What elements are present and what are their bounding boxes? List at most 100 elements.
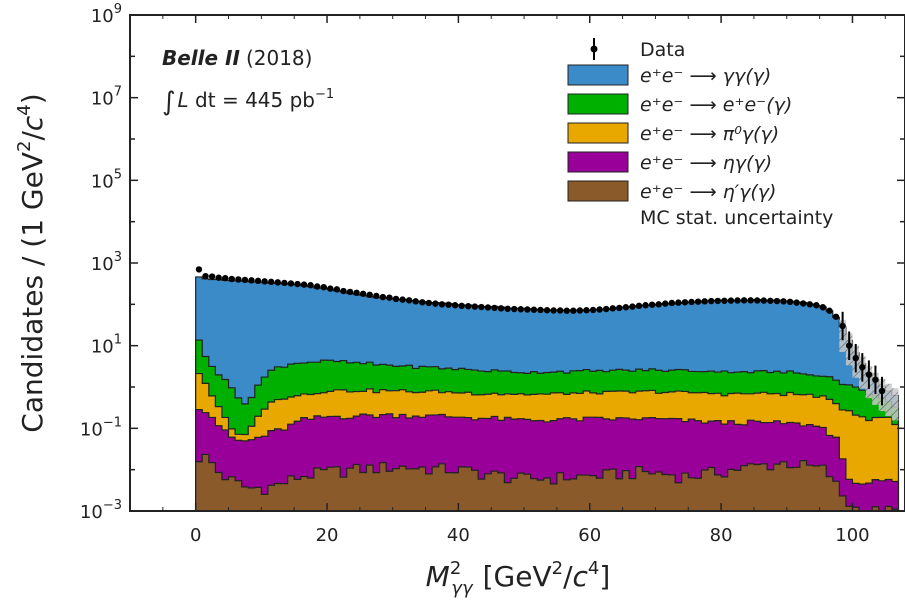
y-tick-label-1: 101 bbox=[91, 333, 122, 358]
data-point-19 bbox=[320, 283, 327, 291]
data-point-54 bbox=[550, 307, 557, 314]
histogram-area-0 bbox=[195, 453, 900, 511]
data-point-93 bbox=[806, 301, 813, 308]
data-point-95 bbox=[819, 304, 827, 311]
lumi-L: L bbox=[178, 88, 189, 112]
data-point-92 bbox=[799, 300, 807, 307]
data-point-97 bbox=[832, 313, 840, 320]
data-point-0 bbox=[195, 266, 203, 273]
data-point-60 bbox=[589, 306, 597, 314]
svg-text:∫L dt = 445 pb−1: ∫ L dt = 445 pb−1 bbox=[162, 87, 334, 117]
data-point-14 bbox=[287, 280, 295, 287]
data-point-85 bbox=[754, 297, 761, 304]
x-tick-label-20: 20 bbox=[316, 525, 339, 546]
legend-label-4: e⁺e⁻ ⟶ η′γ(γ) bbox=[640, 181, 776, 203]
data-point-37 bbox=[438, 301, 446, 308]
data-point-7 bbox=[241, 276, 249, 284]
data-point-31 bbox=[399, 296, 406, 303]
data-point-64 bbox=[616, 304, 623, 312]
data-point-6 bbox=[235, 276, 242, 283]
legend-label-1: e⁺e⁻ ⟶ e⁺e⁻(γ) bbox=[640, 94, 792, 116]
data-point-83 bbox=[740, 297, 748, 304]
legend-label-3: e⁺e⁻ ⟶ ηγ(γ) bbox=[640, 152, 772, 174]
data-point-59 bbox=[583, 307, 590, 314]
data-point-66 bbox=[629, 303, 636, 310]
data-point-9 bbox=[254, 277, 262, 285]
data-point-22 bbox=[340, 287, 347, 295]
data-point-55 bbox=[556, 307, 564, 314]
lumi-integral: ∫ bbox=[162, 87, 176, 117]
data-point-12 bbox=[274, 279, 281, 286]
data-point-27 bbox=[373, 292, 380, 300]
data-point-70 bbox=[655, 301, 662, 308]
legend-entry-2: e⁺e⁻ ⟶ π⁰γ(γ) bbox=[567, 122, 779, 145]
data-point-63 bbox=[609, 305, 616, 312]
data-point-30 bbox=[392, 295, 400, 303]
data-point-41 bbox=[465, 303, 472, 310]
x-axis-title: M2 γγ [GeV2/c4] bbox=[426, 558, 611, 599]
legend-entry-0: e⁺e⁻ ⟶ γγ(γ) bbox=[567, 64, 771, 87]
data-point-73 bbox=[675, 299, 682, 306]
data-point-36 bbox=[432, 300, 439, 307]
legend-entry-1: e⁺e⁻ ⟶ e⁺e⁻(γ) bbox=[567, 93, 792, 116]
legend-label-0: e⁺e⁻ ⟶ γγ(γ) bbox=[640, 65, 771, 87]
y-tick-label-3: 103 bbox=[91, 250, 122, 275]
y-tick-label-−1: 10−1 bbox=[80, 415, 122, 440]
data-points bbox=[195, 266, 886, 406]
data-point-35 bbox=[425, 299, 433, 307]
data-point-86 bbox=[760, 297, 767, 304]
data-point-3 bbox=[215, 274, 222, 281]
data-point-21 bbox=[333, 286, 341, 293]
x-tick-label-0: 0 bbox=[190, 525, 201, 546]
data-point-10 bbox=[261, 278, 268, 285]
svg-text:Belle II(2018): Belle II (2018) bbox=[162, 46, 312, 70]
data-point-90 bbox=[786, 298, 794, 306]
data-point-2 bbox=[208, 273, 216, 280]
data-point-81 bbox=[727, 297, 735, 304]
experiment-name: Belle II bbox=[162, 46, 240, 70]
legend: Data e⁺e⁻ ⟶ γγ(γ) e⁺e⁻ ⟶ e⁺e⁻(γ) e⁺e⁻ ⟶ π⁰… bbox=[567, 38, 833, 229]
data-point-49 bbox=[517, 306, 524, 313]
data-point-50 bbox=[524, 306, 531, 313]
data-point-40 bbox=[458, 302, 465, 310]
data-point-88 bbox=[773, 297, 781, 305]
data-point-67 bbox=[635, 302, 643, 310]
data-point-47 bbox=[504, 305, 511, 312]
data-point-24 bbox=[353, 289, 360, 297]
data-point-57 bbox=[570, 307, 577, 314]
data-point-69 bbox=[648, 301, 656, 308]
data-point-91 bbox=[793, 299, 800, 306]
legend-entry-3: e⁺e⁻ ⟶ ηγ(γ) bbox=[567, 151, 772, 174]
data-point-101 bbox=[859, 353, 866, 382]
x-tick-label-40: 40 bbox=[447, 525, 470, 546]
data-point-84 bbox=[747, 297, 754, 304]
y-tick-label-5: 105 bbox=[91, 167, 122, 192]
axis-ticks: 0 20 40 60 80 100 10−3 10−1 101 103 105 107 109 bbox=[80, 2, 905, 546]
data-point-102 bbox=[865, 360, 873, 389]
legend-mc-stat-label: MC stat. uncertainty bbox=[640, 207, 833, 229]
data-point-17 bbox=[307, 282, 314, 289]
data-point-39 bbox=[451, 302, 459, 309]
data-point-89 bbox=[780, 298, 787, 305]
data-point-82 bbox=[734, 297, 741, 304]
data-point-18 bbox=[313, 283, 321, 290]
data-point-71 bbox=[662, 300, 669, 307]
data-point-79 bbox=[714, 297, 722, 305]
data-point-68 bbox=[642, 302, 649, 309]
data-point-51 bbox=[530, 306, 538, 313]
data-point-44 bbox=[484, 304, 492, 311]
x-tick-label-60: 60 bbox=[578, 525, 601, 546]
x-tick-label-80: 80 bbox=[710, 525, 733, 546]
legend-entry-4: e⁺e⁻ ⟶ η′γ(γ) bbox=[567, 180, 776, 203]
data-point-76 bbox=[694, 298, 702, 305]
data-point-58 bbox=[576, 307, 584, 314]
lumi-text: dt = 445 pb bbox=[189, 88, 315, 112]
data-point-25 bbox=[359, 290, 367, 297]
data-point-16 bbox=[300, 281, 308, 288]
y-tick-label-9: 109 bbox=[91, 2, 122, 27]
legend-label-2: e⁺e⁻ ⟶ π⁰γ(γ) bbox=[640, 123, 779, 145]
data-point-8 bbox=[248, 277, 255, 284]
data-point-61 bbox=[596, 306, 603, 313]
data-point-46 bbox=[497, 305, 505, 312]
